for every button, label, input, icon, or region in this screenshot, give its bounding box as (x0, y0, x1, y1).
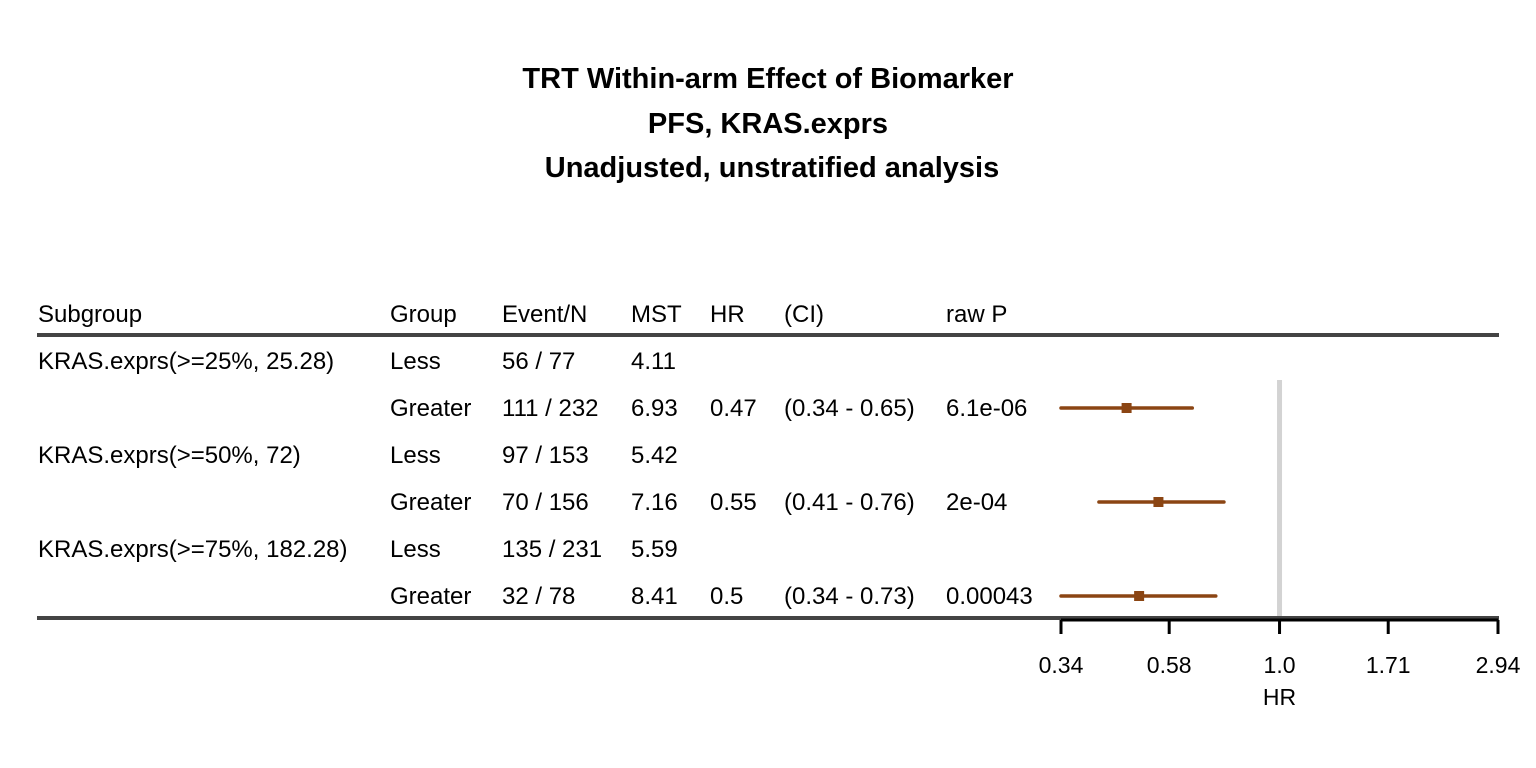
header-hr: HR (710, 301, 745, 328)
cell-ci: (0.41 - 0.76) (784, 489, 915, 516)
cell-hr: 0.55 (710, 489, 757, 516)
header-subgroup: Subgroup (38, 301, 142, 328)
cell-group: Less (390, 536, 441, 563)
cell-events-n: 70 / 156 (502, 489, 589, 516)
x-tick-label: 0.58 (1147, 652, 1192, 678)
cell-ci: (0.34 - 0.73) (784, 583, 915, 610)
table-row: KRAS.exprs(>=25%, 25.28) Less 56 / 77 4.11 (38, 348, 676, 375)
cell-p: 2e-04 (946, 489, 1007, 516)
cell-events-n: 135 / 231 (502, 536, 602, 563)
column-headers: Subgroup Group Event/N MST HR (CI) raw P (38, 301, 1007, 328)
cell-p: 0.00043 (946, 583, 1033, 610)
cell-group: Greater (390, 395, 471, 422)
cell-mst: 5.59 (631, 536, 678, 563)
title-line-3: Unadjusted, unstratified analysis (545, 152, 999, 184)
title-line-2: PFS, KRAS.exprs (648, 108, 888, 140)
cell-group: Less (390, 442, 441, 469)
header-event-n: Event/N (502, 301, 587, 328)
cell-hr: 0.5 (710, 583, 743, 610)
plot-title: TRT Within-arm Effect of Biomarker PFS, … (522, 63, 1013, 184)
x-tick-label: 1.0 (1264, 652, 1296, 678)
cell-hr: 0.47 (710, 395, 757, 422)
x-tick-label: 0.34 (1039, 652, 1084, 678)
cell-subgroup: KRAS.exprs(>=50%, 72) (38, 442, 301, 469)
cell-subgroup: KRAS.exprs(>=75%, 182.28) (38, 536, 348, 563)
cell-events-n: 56 / 77 (502, 348, 575, 375)
header-ci: (CI) (784, 301, 824, 328)
cell-mst: 8.41 (631, 583, 678, 610)
hr-marker (1059, 591, 1218, 601)
table-rows: KRAS.exprs(>=25%, 25.28) Less 56 / 77 4.11 G… (38, 348, 1033, 610)
x-axis: 0.34 0.58 1.0 1.71 2.94 HR (1039, 618, 1521, 710)
cell-events-n: 111 / 232 (502, 395, 599, 422)
hr-point (1153, 497, 1164, 507)
cell-mst: 4.11 (631, 348, 676, 375)
x-tick-label: 2.94 (1476, 652, 1521, 678)
hr-markers (1059, 403, 1226, 601)
cell-mst: 7.16 (631, 489, 678, 516)
table-row: KRAS.exprs(>=75%, 182.28) Less 135 / 231 5.… (38, 536, 678, 563)
hr-point (1134, 591, 1145, 601)
cell-mst: 5.42 (631, 442, 678, 469)
cell-mst: 6.93 (631, 395, 678, 422)
cell-group: Greater (390, 489, 471, 516)
table-row: Greater 32 / 78 8.41 0.5 (0.34 - 0.73) 0.0004… (390, 583, 1033, 610)
cell-group: Less (390, 348, 441, 375)
cell-subgroup: KRAS.exprs(>=25%, 25.28) (38, 348, 334, 375)
hr-point (1121, 403, 1132, 413)
header-group: Group (390, 301, 457, 328)
hr-marker (1097, 497, 1226, 507)
table-row: KRAS.exprs(>=50%, 72) Less 97 / 153 5.42 (38, 442, 678, 469)
cell-group: Greater (390, 583, 471, 610)
cell-p: 6.1e-06 (946, 395, 1027, 422)
header-mst: MST (631, 301, 682, 328)
cell-events-n: 32 / 78 (502, 583, 575, 610)
cell-ci: (0.34 - 0.65) (784, 395, 915, 422)
cell-events-n: 97 / 153 (502, 442, 589, 469)
x-tick-label: 1.71 (1366, 652, 1411, 678)
x-axis-label: HR (1263, 684, 1296, 710)
header-raw-p: raw P (946, 301, 1007, 328)
table-row: Greater 70 / 156 7.16 0.55 (0.41 - 0.76) 2e-0… (390, 489, 1007, 516)
hr-marker (1059, 403, 1195, 413)
title-line-1: TRT Within-arm Effect of Biomarker (522, 63, 1013, 95)
table-row: Greater 111 / 232 6.93 0.47 (0.34 - 0.65) 6.1… (390, 395, 1027, 422)
